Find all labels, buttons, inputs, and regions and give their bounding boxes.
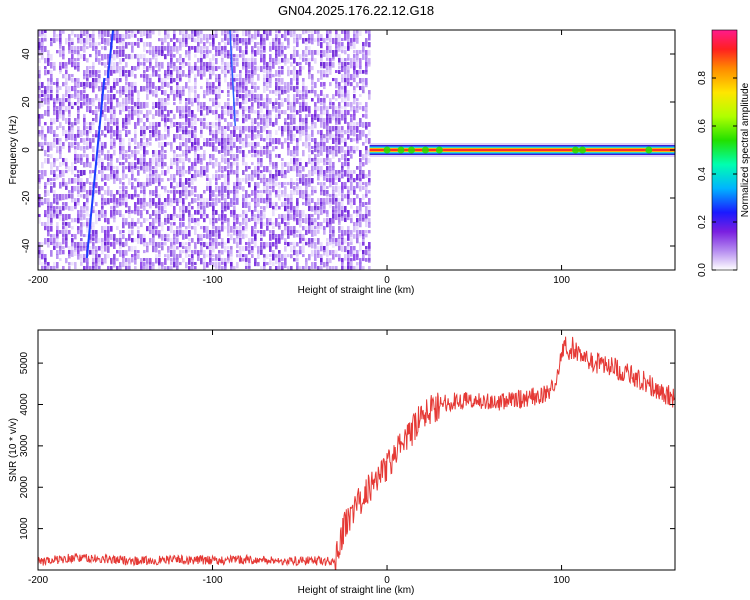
spectrogram-x-axis-label: Height of straight line (km) [298, 285, 415, 296]
chart-title: GN04.2025.176.22.12.G18 [278, 3, 434, 18]
signal-spot [435, 146, 443, 154]
y-tick-label: 20 [21, 96, 32, 108]
y-tick-label: 2000 [19, 476, 30, 499]
colorbar-ticks: 0.0 0.2 0.4 0.6 0.8 [697, 71, 737, 277]
snr-ticks: -200 -100 0 100 1000 2000 3000 4000 5000 [19, 330, 675, 586]
spectrogram-plot-area [38, 30, 675, 270]
y-tick-label: 4000 [19, 393, 30, 416]
spectrogram-noise-texture [38, 30, 371, 270]
snr-panel: -200 -100 0 100 1000 2000 3000 4000 5000 Height … [8, 329, 676, 596]
colorbar-tick-label: 0.4 [697, 167, 708, 181]
x-tick-label: 0 [384, 275, 390, 286]
x-tick-label: -100 [203, 275, 223, 286]
signal-spot [407, 146, 415, 154]
snr-frame [37, 329, 676, 571]
y-tick-label: 40 [21, 48, 32, 60]
spectrogram-streak [106, 30, 115, 79]
x-tick-label: 100 [553, 575, 570, 586]
snr-series-line [38, 336, 675, 570]
colorbar-tick-label: 0.0 [697, 263, 708, 277]
snr-y-axis-label: SNR (10 * v/v) [8, 418, 19, 482]
snr-plot-area [38, 336, 675, 570]
colorbar: 0.0 0.2 0.4 0.6 0.8 Normalized spectral ampl… [697, 29, 750, 277]
y-tick-label: 3000 [19, 434, 30, 457]
y-tick-label: 5000 [19, 352, 30, 375]
x-tick-label: -200 [28, 575, 48, 586]
signal-spot [421, 146, 429, 154]
spectrogram-ticks: -200 -100 0 100 40 20 0 -20 -40 [21, 30, 675, 286]
y-tick-label: -40 [21, 238, 32, 253]
colorbar-tick-label: 0.8 [697, 71, 708, 85]
x-tick-label: 0 [384, 575, 390, 586]
colorbar-gradient [711, 29, 738, 271]
y-tick-label: 1000 [19, 517, 30, 540]
snr-x-axis-label: Height of straight line (km) [298, 585, 415, 596]
colorbar-tick-label: 0.6 [697, 119, 708, 133]
signal-spot [645, 146, 653, 154]
spectrogram-panel: -200 -100 0 100 40 20 0 -20 -40 Height of straig… [8, 29, 676, 296]
colorbar-label: Normalized spectral amplitude [740, 82, 750, 217]
colorbar-tick-label: 0.2 [697, 215, 708, 229]
signal-spot [397, 146, 405, 154]
signal-band-core [369, 148, 675, 152]
y-tick-label: 0 [21, 147, 32, 153]
signal-spot [579, 146, 587, 154]
spectrogram-streak [85, 77, 106, 259]
x-tick-label: -200 [28, 275, 48, 286]
spectrogram-streak [229, 30, 236, 127]
signal-spot [572, 146, 580, 154]
x-tick-label: 100 [553, 275, 570, 286]
signal-spot [383, 146, 391, 154]
spectrogram-y-axis-label: Frequency (Hz) [8, 116, 19, 185]
y-tick-label: -20 [21, 190, 32, 205]
x-tick-label: -100 [203, 575, 223, 586]
